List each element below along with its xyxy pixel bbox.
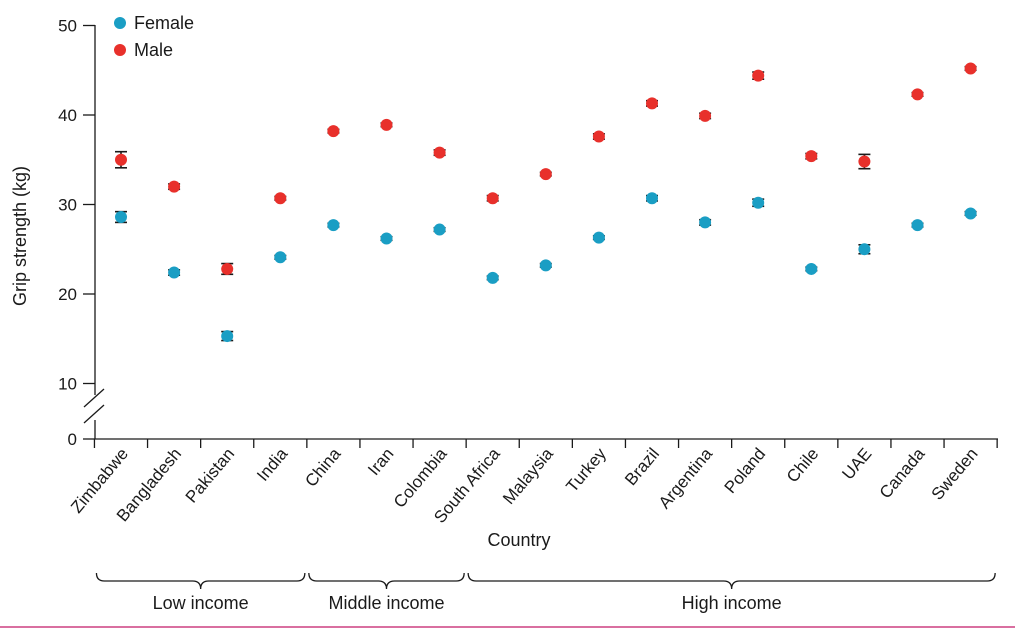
female-point <box>592 231 605 244</box>
x-tick-label: Malaysia <box>499 444 557 508</box>
group-brace <box>467 572 996 590</box>
female-point <box>805 262 818 275</box>
y-tick-label: 0 <box>68 430 77 449</box>
male-point <box>433 146 446 159</box>
x-axis-title: Country <box>487 530 550 550</box>
group-brace <box>308 572 465 590</box>
x-tick-label: Iran <box>364 444 397 479</box>
x-tick-label: Brazil <box>621 444 663 489</box>
axis-break-mark-2 <box>83 404 105 424</box>
group-label: High income <box>682 593 782 613</box>
male-point <box>752 69 765 82</box>
male-point <box>221 262 234 275</box>
legend-female-marker <box>114 17 126 29</box>
female-point <box>221 330 234 343</box>
y-tick-label: 10 <box>58 375 77 394</box>
female-point <box>911 219 924 232</box>
x-tick-label: China <box>301 444 344 491</box>
male-point <box>858 155 871 168</box>
x-tick-label: Canada <box>876 444 929 502</box>
income-groups: Low income Middle income High income <box>95 572 996 613</box>
female-point <box>858 243 871 256</box>
y-tick-label: 40 <box>58 106 77 125</box>
group-label: Middle income <box>328 593 444 613</box>
male-point <box>805 150 818 163</box>
male-point <box>592 130 605 143</box>
male-point <box>964 62 977 75</box>
male-point <box>168 180 181 193</box>
female-point <box>274 251 287 264</box>
legend-male-marker <box>114 44 126 56</box>
female-point <box>539 259 552 272</box>
female-point <box>752 196 765 209</box>
male-point <box>699 109 712 122</box>
x-tick-label: Sweden <box>928 444 982 503</box>
male-point <box>327 125 340 138</box>
female-point <box>380 232 393 245</box>
male-point <box>274 192 287 205</box>
x-tick-label: Argentina <box>655 444 717 512</box>
female-point <box>699 216 712 229</box>
y-tick-label: 20 <box>58 285 77 304</box>
legend-female-label: Female <box>134 13 194 33</box>
legend-male-label: Male <box>134 40 173 60</box>
x-tick-label: Chile <box>783 444 822 486</box>
x-tick-label: Turkey <box>562 444 610 496</box>
x-tick-label: UAE <box>838 444 875 483</box>
female-point <box>646 192 658 205</box>
data-marks <box>115 62 977 343</box>
female-point <box>433 223 446 236</box>
male-point <box>539 168 552 181</box>
female-point <box>168 266 181 279</box>
female-point <box>964 207 977 220</box>
legend: Female Male <box>114 13 194 60</box>
axis-break-mark-1 <box>83 388 105 408</box>
male-point <box>486 192 499 205</box>
female-point <box>115 211 127 224</box>
female-point <box>327 219 340 232</box>
female-point <box>486 271 499 284</box>
x-tick-label: Pakistan <box>182 444 238 506</box>
y-tick-label: 30 <box>58 196 77 215</box>
male-point <box>380 118 393 131</box>
y-tick-label: 50 <box>58 17 77 36</box>
male-point <box>115 153 127 166</box>
bottom-rule <box>0 626 1015 628</box>
group-label: Low income <box>153 593 249 613</box>
male-point <box>646 97 658 110</box>
y-axis-title: Grip strength (kg) <box>10 166 30 306</box>
male-point <box>911 88 924 101</box>
x-tick-label: India <box>253 444 292 485</box>
group-brace <box>95 572 306 590</box>
x-tick-label: Poland <box>721 444 770 497</box>
